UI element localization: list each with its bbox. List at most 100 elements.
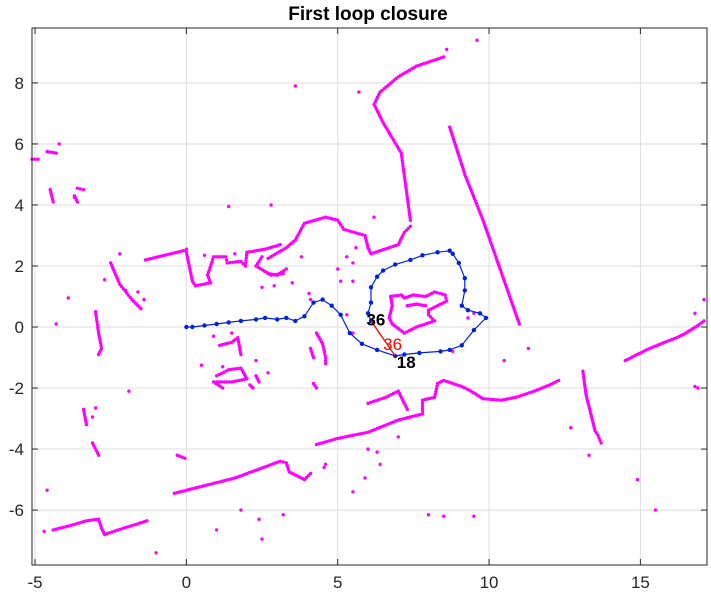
plot-area-frame <box>31 27 708 566</box>
scan-point <box>323 353 327 357</box>
scan-point <box>190 276 194 281</box>
grid-layer <box>32 28 707 565</box>
trajectory-node <box>483 315 489 321</box>
scan-point <box>224 255 228 259</box>
scan-point <box>320 342 325 346</box>
scan-point <box>56 526 61 531</box>
scan-point <box>348 434 352 438</box>
scan-point <box>260 247 265 252</box>
x-tick-label: 0 <box>182 573 191 592</box>
scan-point <box>338 436 342 440</box>
scan-point <box>54 151 58 155</box>
trajectory-node <box>238 318 244 324</box>
scan-point <box>118 527 122 531</box>
scan-point <box>299 255 304 259</box>
scan-point <box>236 260 240 264</box>
trajectory-node <box>359 341 365 346</box>
node-label: 36 <box>366 310 385 329</box>
trajectory-node <box>447 347 452 353</box>
scan-point <box>243 264 248 268</box>
scan-point <box>83 415 87 419</box>
scan-point <box>305 220 309 225</box>
scan-point <box>345 255 349 259</box>
scan-point <box>221 255 225 259</box>
scan-point <box>251 386 255 390</box>
scan-point <box>250 249 254 254</box>
scan-point <box>281 513 285 517</box>
scan-point <box>233 260 238 264</box>
scan-point <box>314 442 319 447</box>
trajectory-node <box>253 317 259 322</box>
scan-point <box>192 486 197 490</box>
scan-point <box>401 164 405 168</box>
scan-point <box>244 261 248 265</box>
scan-point <box>99 344 103 348</box>
y-tick-label: 4 <box>15 196 24 215</box>
scan-point <box>206 270 211 275</box>
scan-point <box>376 398 381 402</box>
scan-point <box>203 282 208 286</box>
scan-point <box>75 200 80 204</box>
y-tick-label: 8 <box>15 74 24 93</box>
scan-point <box>507 397 511 401</box>
scan-point <box>241 262 245 266</box>
scan-point <box>307 291 311 296</box>
scan-point <box>581 372 585 376</box>
scan-point <box>61 525 66 529</box>
scan-point <box>481 397 485 401</box>
scan-point <box>185 255 190 260</box>
scan-point <box>405 195 409 199</box>
trajectory-node <box>329 303 334 308</box>
scan-point <box>266 371 270 375</box>
scan-point <box>110 530 115 534</box>
scan-point <box>344 228 349 232</box>
scan-point <box>406 226 410 231</box>
trajectory-node <box>402 352 407 357</box>
trajectory-node <box>293 318 298 324</box>
trajectory-node <box>447 248 452 253</box>
scan-point <box>253 249 257 253</box>
scan-point <box>84 422 89 427</box>
scan-point <box>351 261 355 265</box>
scan-point <box>244 256 248 260</box>
scan-point <box>452 382 456 386</box>
trajectory-node <box>368 285 374 290</box>
scan-point <box>372 215 376 219</box>
scan-point <box>350 230 354 234</box>
scan-point <box>225 261 229 265</box>
scan-point <box>239 352 243 357</box>
scan-point <box>169 252 173 256</box>
scan-point <box>323 358 328 363</box>
scan-point <box>540 386 544 390</box>
trajectory-node <box>435 250 440 255</box>
scan-point <box>368 400 373 405</box>
scan-point <box>443 293 447 297</box>
scan-point <box>217 380 221 384</box>
scan-point <box>351 490 355 494</box>
trajectory-node <box>374 274 380 279</box>
scan-point <box>96 352 101 357</box>
scan-point <box>209 263 213 267</box>
scan-point <box>525 392 529 396</box>
trajectory-node <box>471 327 477 333</box>
scan-point <box>417 324 421 328</box>
scan-point <box>231 260 235 264</box>
scan-point <box>358 232 362 236</box>
scan-point <box>94 315 99 319</box>
scan-point <box>336 267 340 271</box>
scan-point <box>351 279 355 283</box>
scan-point <box>230 331 234 335</box>
scan-point <box>154 551 158 555</box>
scan-point <box>435 291 439 295</box>
scan-point <box>427 321 432 325</box>
scan-point <box>260 285 264 289</box>
scan-point <box>420 406 425 411</box>
scan-point <box>403 177 407 181</box>
scan-point <box>432 290 437 294</box>
scan-point <box>184 250 189 254</box>
trajectory-node <box>459 343 464 348</box>
trajectory-node <box>420 253 425 258</box>
trajectory-node <box>477 311 483 316</box>
scan-point <box>210 260 214 264</box>
